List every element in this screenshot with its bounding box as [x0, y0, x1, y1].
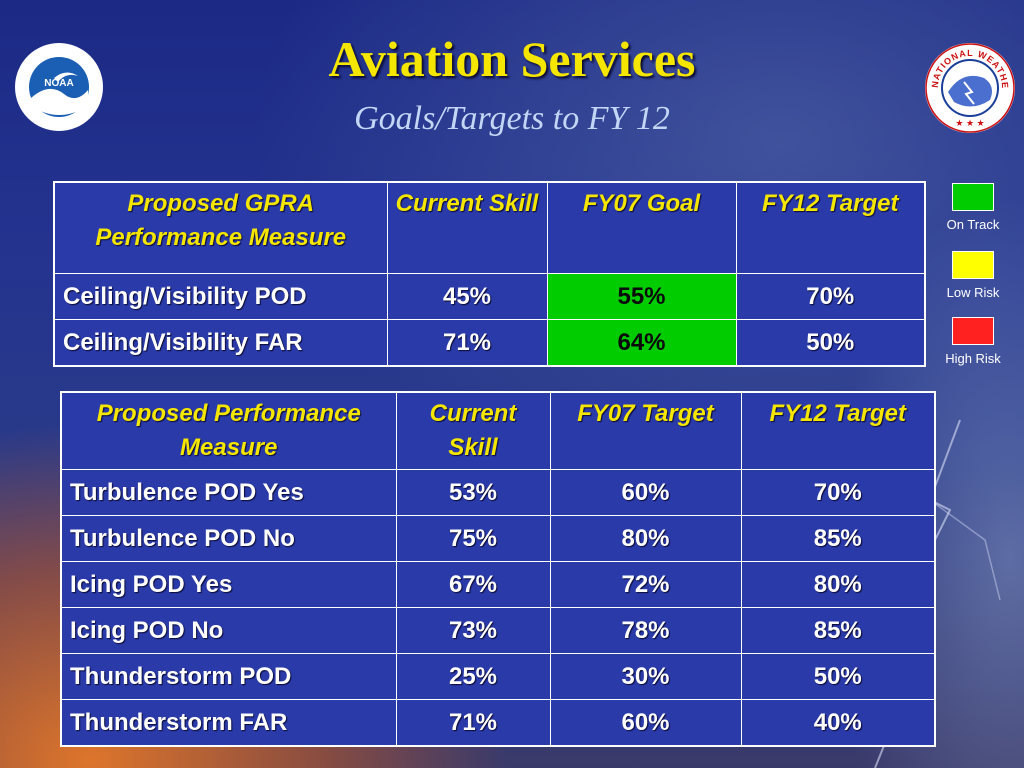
table-row: Turbulence POD No 75% 80% 85% — [60, 515, 936, 562]
table-header-row: Proposed GPRA Performance Measure Curren… — [53, 181, 926, 274]
fy12-target-cell: 50% — [740, 653, 936, 700]
fy12-target-cell: 70% — [735, 273, 926, 320]
legend-item-high-risk: High Risk — [940, 317, 1006, 366]
column-header: Proposed GPRA Performance Measure — [53, 181, 388, 274]
table-row: Ceiling/Visibility FAR 71% 64% 50% — [53, 319, 926, 367]
low-risk-swatch — [952, 251, 994, 279]
table-row: Icing POD No 73% 78% 85% — [60, 607, 936, 654]
measure-cell: Ceiling/Visibility POD — [53, 273, 388, 320]
noaa-logo-text: NOAA — [44, 78, 73, 89]
fy12-target-cell: 85% — [740, 607, 936, 654]
high-risk-swatch — [952, 317, 994, 345]
current-skill-cell: 53% — [395, 469, 551, 516]
fy07-goal-cell: 55% — [546, 273, 737, 320]
nws-logo: NATIONAL WEATHER SERVICE ★ ★ ★ — [924, 42, 1015, 133]
measure-cell: Thunderstorm FAR — [60, 699, 397, 747]
slide-subtitle: Goals/Targets to FY 12 — [354, 100, 670, 137]
svg-text:★ ★ ★: ★ ★ ★ — [955, 118, 984, 128]
column-header: FY07 Target — [549, 391, 742, 470]
performance-measures-table: Proposed Performance Measure Current Ski… — [60, 391, 936, 747]
measure-cell: Turbulence POD No — [60, 515, 397, 562]
legend-label: Low Risk — [946, 285, 1000, 300]
current-skill-cell: 25% — [395, 653, 551, 700]
column-header: FY12 Target — [740, 391, 936, 470]
column-header: Current Skill — [386, 181, 548, 274]
column-header: Proposed Performance Measure — [60, 391, 397, 470]
fy07-target-cell: 72% — [549, 561, 742, 608]
column-header: FY07 Goal — [546, 181, 737, 274]
fy12-target-cell: 40% — [740, 699, 936, 747]
table-header-row: Proposed Performance Measure Current Ski… — [60, 391, 936, 470]
table-row: Thunderstorm FAR 71% 60% 40% — [60, 699, 936, 747]
fy07-goal-cell: 64% — [546, 319, 737, 367]
fy07-target-cell: 80% — [549, 515, 742, 562]
fy12-target-cell: 80% — [740, 561, 936, 608]
column-header: FY12 Target — [735, 181, 926, 274]
noaa-logo: NOAA — [15, 43, 103, 131]
fy12-target-cell: 50% — [735, 319, 926, 367]
table-row: Turbulence POD Yes 53% 60% 70% — [60, 469, 936, 516]
column-header: Current Skill — [395, 391, 551, 470]
legend-item-low-risk: Low Risk — [940, 251, 1006, 300]
fy07-target-cell: 60% — [549, 469, 742, 516]
current-skill-cell: 73% — [395, 607, 551, 654]
measure-cell: Icing POD Yes — [60, 561, 397, 608]
slide-title: Aviation Services — [328, 31, 696, 87]
current-skill-cell: 45% — [386, 273, 548, 320]
current-skill-cell: 71% — [395, 699, 551, 747]
current-skill-cell: 75% — [395, 515, 551, 562]
gpra-measures-table: Proposed GPRA Performance Measure Curren… — [53, 181, 926, 367]
table-row: Icing POD Yes 67% 72% 80% — [60, 561, 936, 608]
fy12-target-cell: 70% — [740, 469, 936, 516]
fy07-target-cell: 78% — [549, 607, 742, 654]
measure-cell: Thunderstorm POD — [60, 653, 397, 700]
fy07-target-cell: 30% — [549, 653, 742, 700]
on-track-swatch — [952, 183, 994, 211]
current-skill-cell: 71% — [386, 319, 548, 367]
fy07-target-cell: 60% — [549, 699, 742, 747]
measure-cell: Icing POD No — [60, 607, 397, 654]
legend-item-on-track: On Track — [940, 183, 1006, 232]
measure-cell: Ceiling/Visibility FAR — [53, 319, 388, 367]
current-skill-cell: 67% — [395, 561, 551, 608]
legend-label: On Track — [946, 217, 1000, 232]
fy12-target-cell: 85% — [740, 515, 936, 562]
table-row: Thunderstorm POD 25% 30% 50% — [60, 653, 936, 700]
legend-label: High Risk — [945, 351, 1001, 366]
table-row: Ceiling/Visibility POD 45% 55% 70% — [53, 273, 926, 320]
measure-cell: Turbulence POD Yes — [60, 469, 397, 516]
